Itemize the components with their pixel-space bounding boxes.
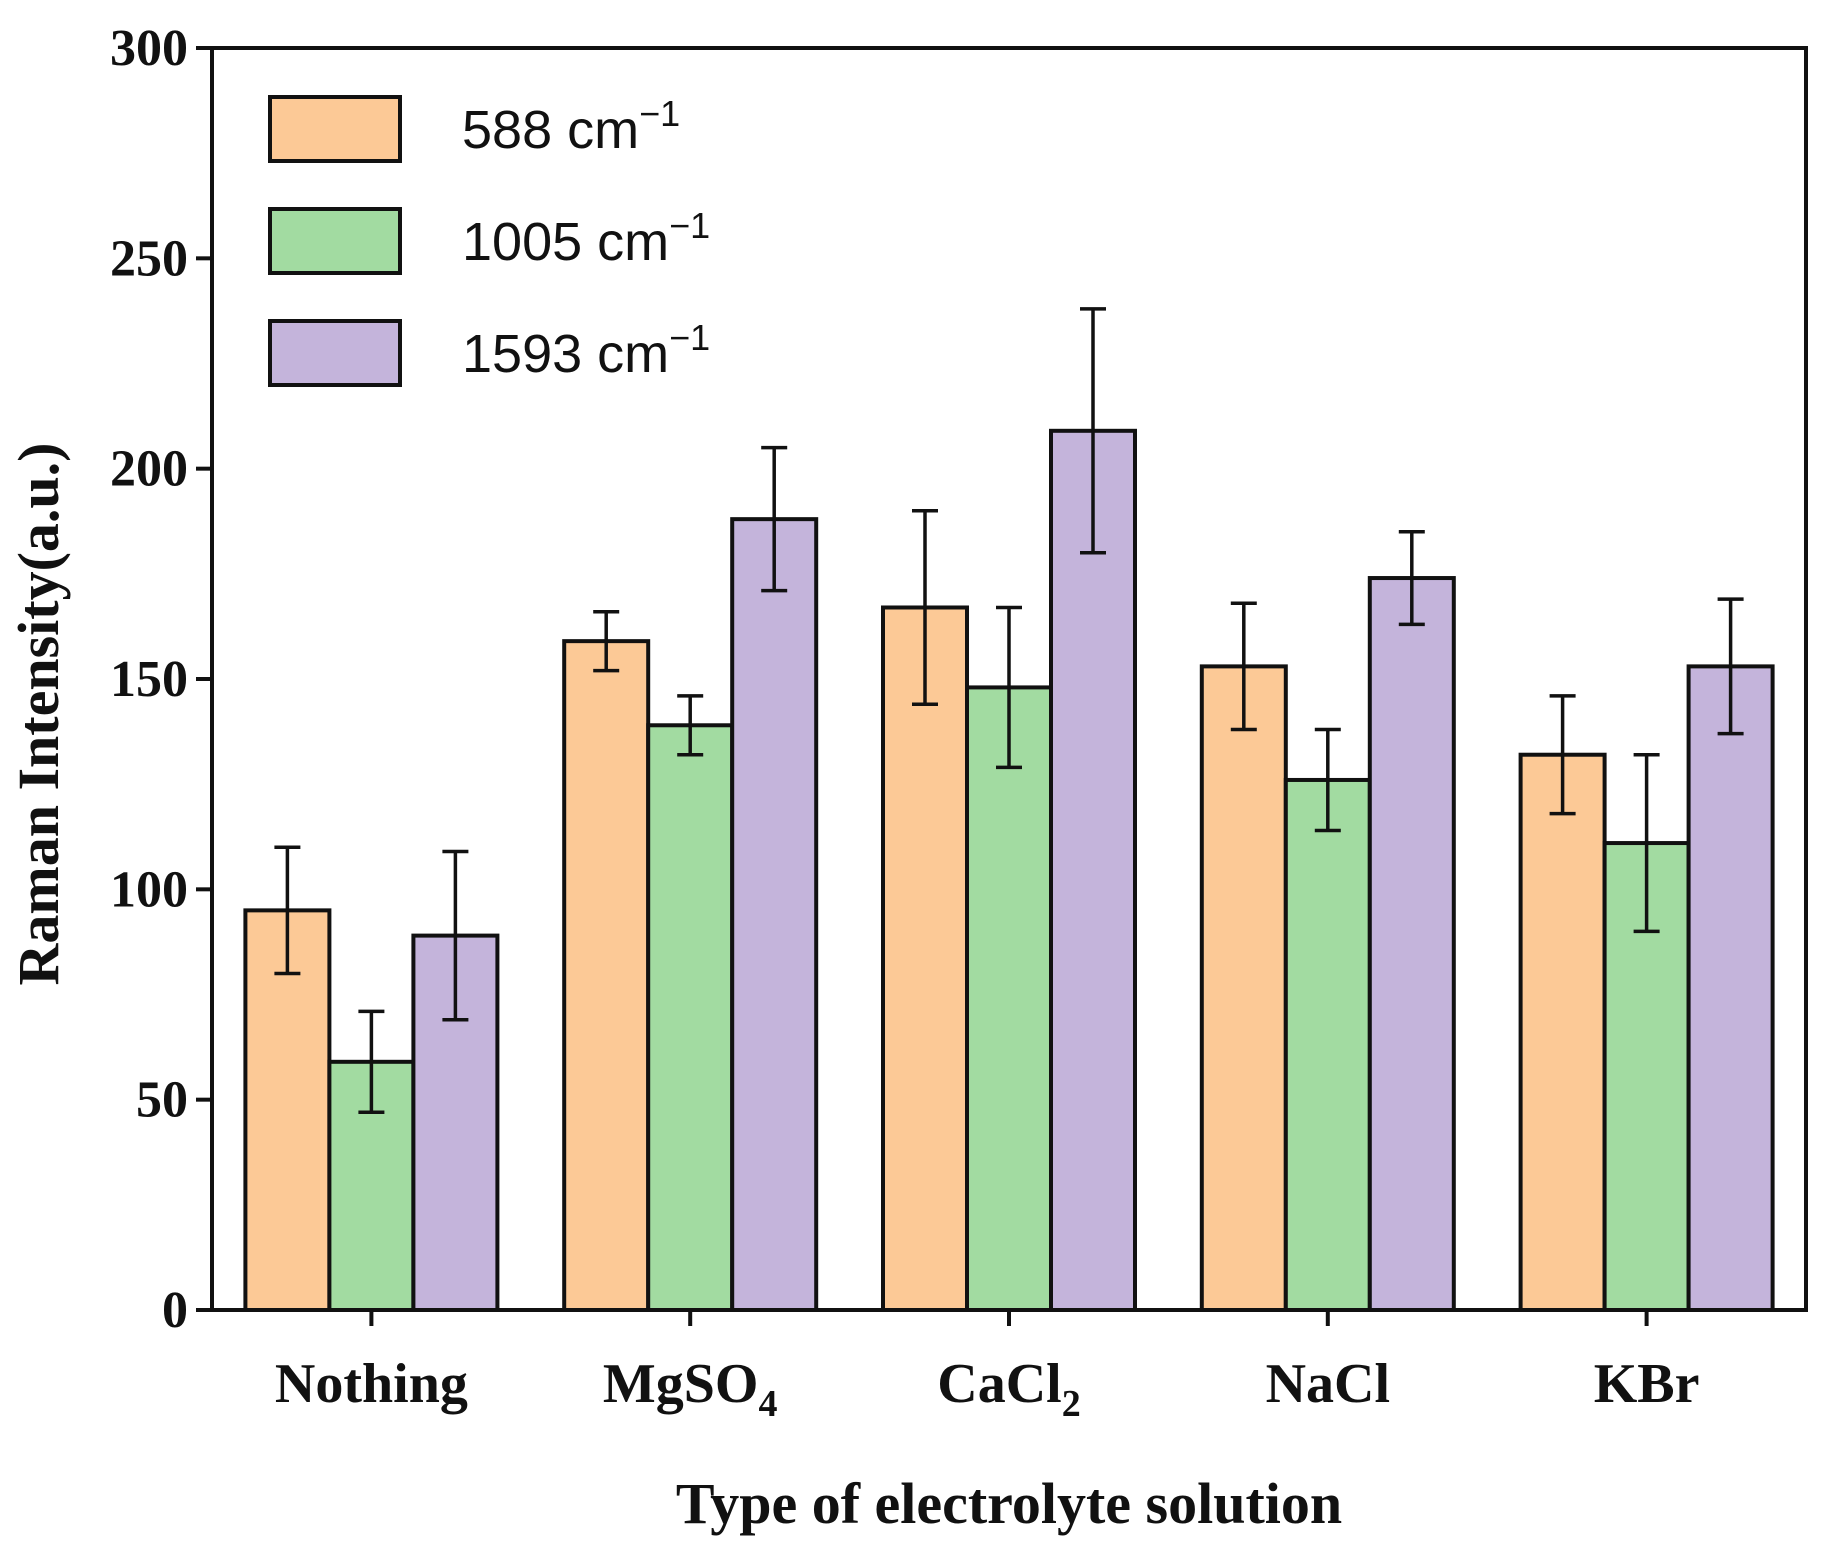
bar-mgso4-series-2 bbox=[646, 723, 735, 1312]
x-tick-label-nothing: Nothing bbox=[275, 1353, 468, 1415]
x-tick-label-mgso4: MgSO4 bbox=[603, 1353, 778, 1425]
error-bar-cacl2-series-3 bbox=[1080, 307, 1106, 555]
category-name: Nothing bbox=[275, 1353, 468, 1415]
error-bar-cacl2-series-2 bbox=[996, 605, 1022, 770]
category-name: NaCl bbox=[1266, 1353, 1390, 1415]
legend-label: 588 cm−1 bbox=[462, 93, 680, 160]
error-bar-nacl-series-2 bbox=[1314, 727, 1341, 833]
legend-item-series-2: 1005 cm−1 bbox=[268, 205, 710, 275]
y-axis: 0 50 100 150 200 250 300 bbox=[110, 20, 212, 1339]
error-bar-kbr-series-2 bbox=[1633, 752, 1660, 934]
error-bar-nothing-series-3 bbox=[442, 849, 469, 1022]
y-tick-label: 50 bbox=[136, 1072, 188, 1129]
error-bar-mgso4-series-3 bbox=[761, 445, 788, 593]
error-bars-layer bbox=[274, 307, 1744, 1115]
error-bar-nothing-series-2 bbox=[358, 1009, 385, 1115]
y-tick-label: 300 bbox=[110, 20, 188, 77]
legend-label-base: 588 cm bbox=[462, 100, 639, 160]
y-tick-label: 150 bbox=[110, 651, 188, 708]
category-subscript: 2 bbox=[1062, 1383, 1081, 1425]
error-bar-mgso4-series-2 bbox=[677, 694, 704, 757]
category-name: CaCl bbox=[937, 1353, 1061, 1415]
error-bar-nothing-series-1 bbox=[274, 845, 301, 976]
legend-label: 1593 cm−1 bbox=[462, 317, 710, 384]
y-tick-label: 250 bbox=[110, 230, 188, 287]
error-bar-nacl-series-1 bbox=[1230, 601, 1257, 732]
error-bar-mgso4-series-1 bbox=[593, 609, 620, 673]
legend-label-superscript: −1 bbox=[639, 93, 680, 134]
category-name: KBr bbox=[1594, 1353, 1700, 1415]
x-tick-label-kbr: KBr bbox=[1594, 1353, 1700, 1415]
y-tick-label: 0 bbox=[162, 1282, 188, 1339]
legend-label-superscript: −1 bbox=[669, 205, 710, 246]
bar-cacl2-series-3 bbox=[1049, 428, 1137, 1313]
legend-swatch bbox=[268, 319, 402, 387]
bar-kbr-series-3 bbox=[1686, 664, 1775, 1312]
y-axis-title: Raman Intensity(a.u.) bbox=[6, 443, 71, 986]
legend-label-base: 1005 cm bbox=[462, 212, 669, 272]
legend-item-series-3: 1593 cm−1 bbox=[268, 317, 710, 387]
category-subscript: 4 bbox=[758, 1383, 777, 1425]
x-tick-label-cacl2: CaCl2 bbox=[937, 1353, 1080, 1425]
y-tick-label: 100 bbox=[110, 861, 188, 918]
bar-nacl-series-1 bbox=[1199, 664, 1288, 1312]
legend-swatch bbox=[268, 95, 402, 163]
legend-label: 1005 cm−1 bbox=[462, 205, 710, 272]
bar-cacl2-series-2 bbox=[965, 685, 1053, 1312]
category-name: MgSO bbox=[603, 1353, 759, 1415]
y-tick-label: 200 bbox=[110, 441, 188, 498]
bar-nacl-series-3 bbox=[1367, 576, 1456, 1312]
legend-item-series-1: 588 cm−1 bbox=[268, 93, 680, 163]
legend-swatch bbox=[268, 207, 402, 275]
bar-mgso4-series-3 bbox=[730, 517, 819, 1312]
x-axis: Nothing MgSO4 CaCl2 NaCl KBr bbox=[275, 1310, 1700, 1425]
bar-nacl-series-2 bbox=[1283, 777, 1372, 1312]
bar-kbr-series-1 bbox=[1518, 752, 1607, 1312]
bar-nothing-series-1 bbox=[243, 908, 332, 1312]
x-tick-label-nacl: NaCl bbox=[1266, 1353, 1390, 1415]
error-bar-kbr-series-1 bbox=[1549, 694, 1576, 816]
error-bar-nacl-series-3 bbox=[1398, 530, 1425, 627]
bar-cacl2-series-1 bbox=[881, 605, 969, 1312]
x-axis-title: Type of electrolyte solution bbox=[676, 1471, 1342, 1536]
bars-layer bbox=[243, 428, 1775, 1313]
error-bar-kbr-series-3 bbox=[1717, 597, 1744, 736]
error-bar-cacl2-series-1 bbox=[912, 508, 938, 706]
legend-label-base: 1593 cm bbox=[462, 324, 669, 384]
legend-label-superscript: −1 bbox=[669, 317, 710, 358]
bar-mgso4-series-1 bbox=[562, 639, 651, 1312]
